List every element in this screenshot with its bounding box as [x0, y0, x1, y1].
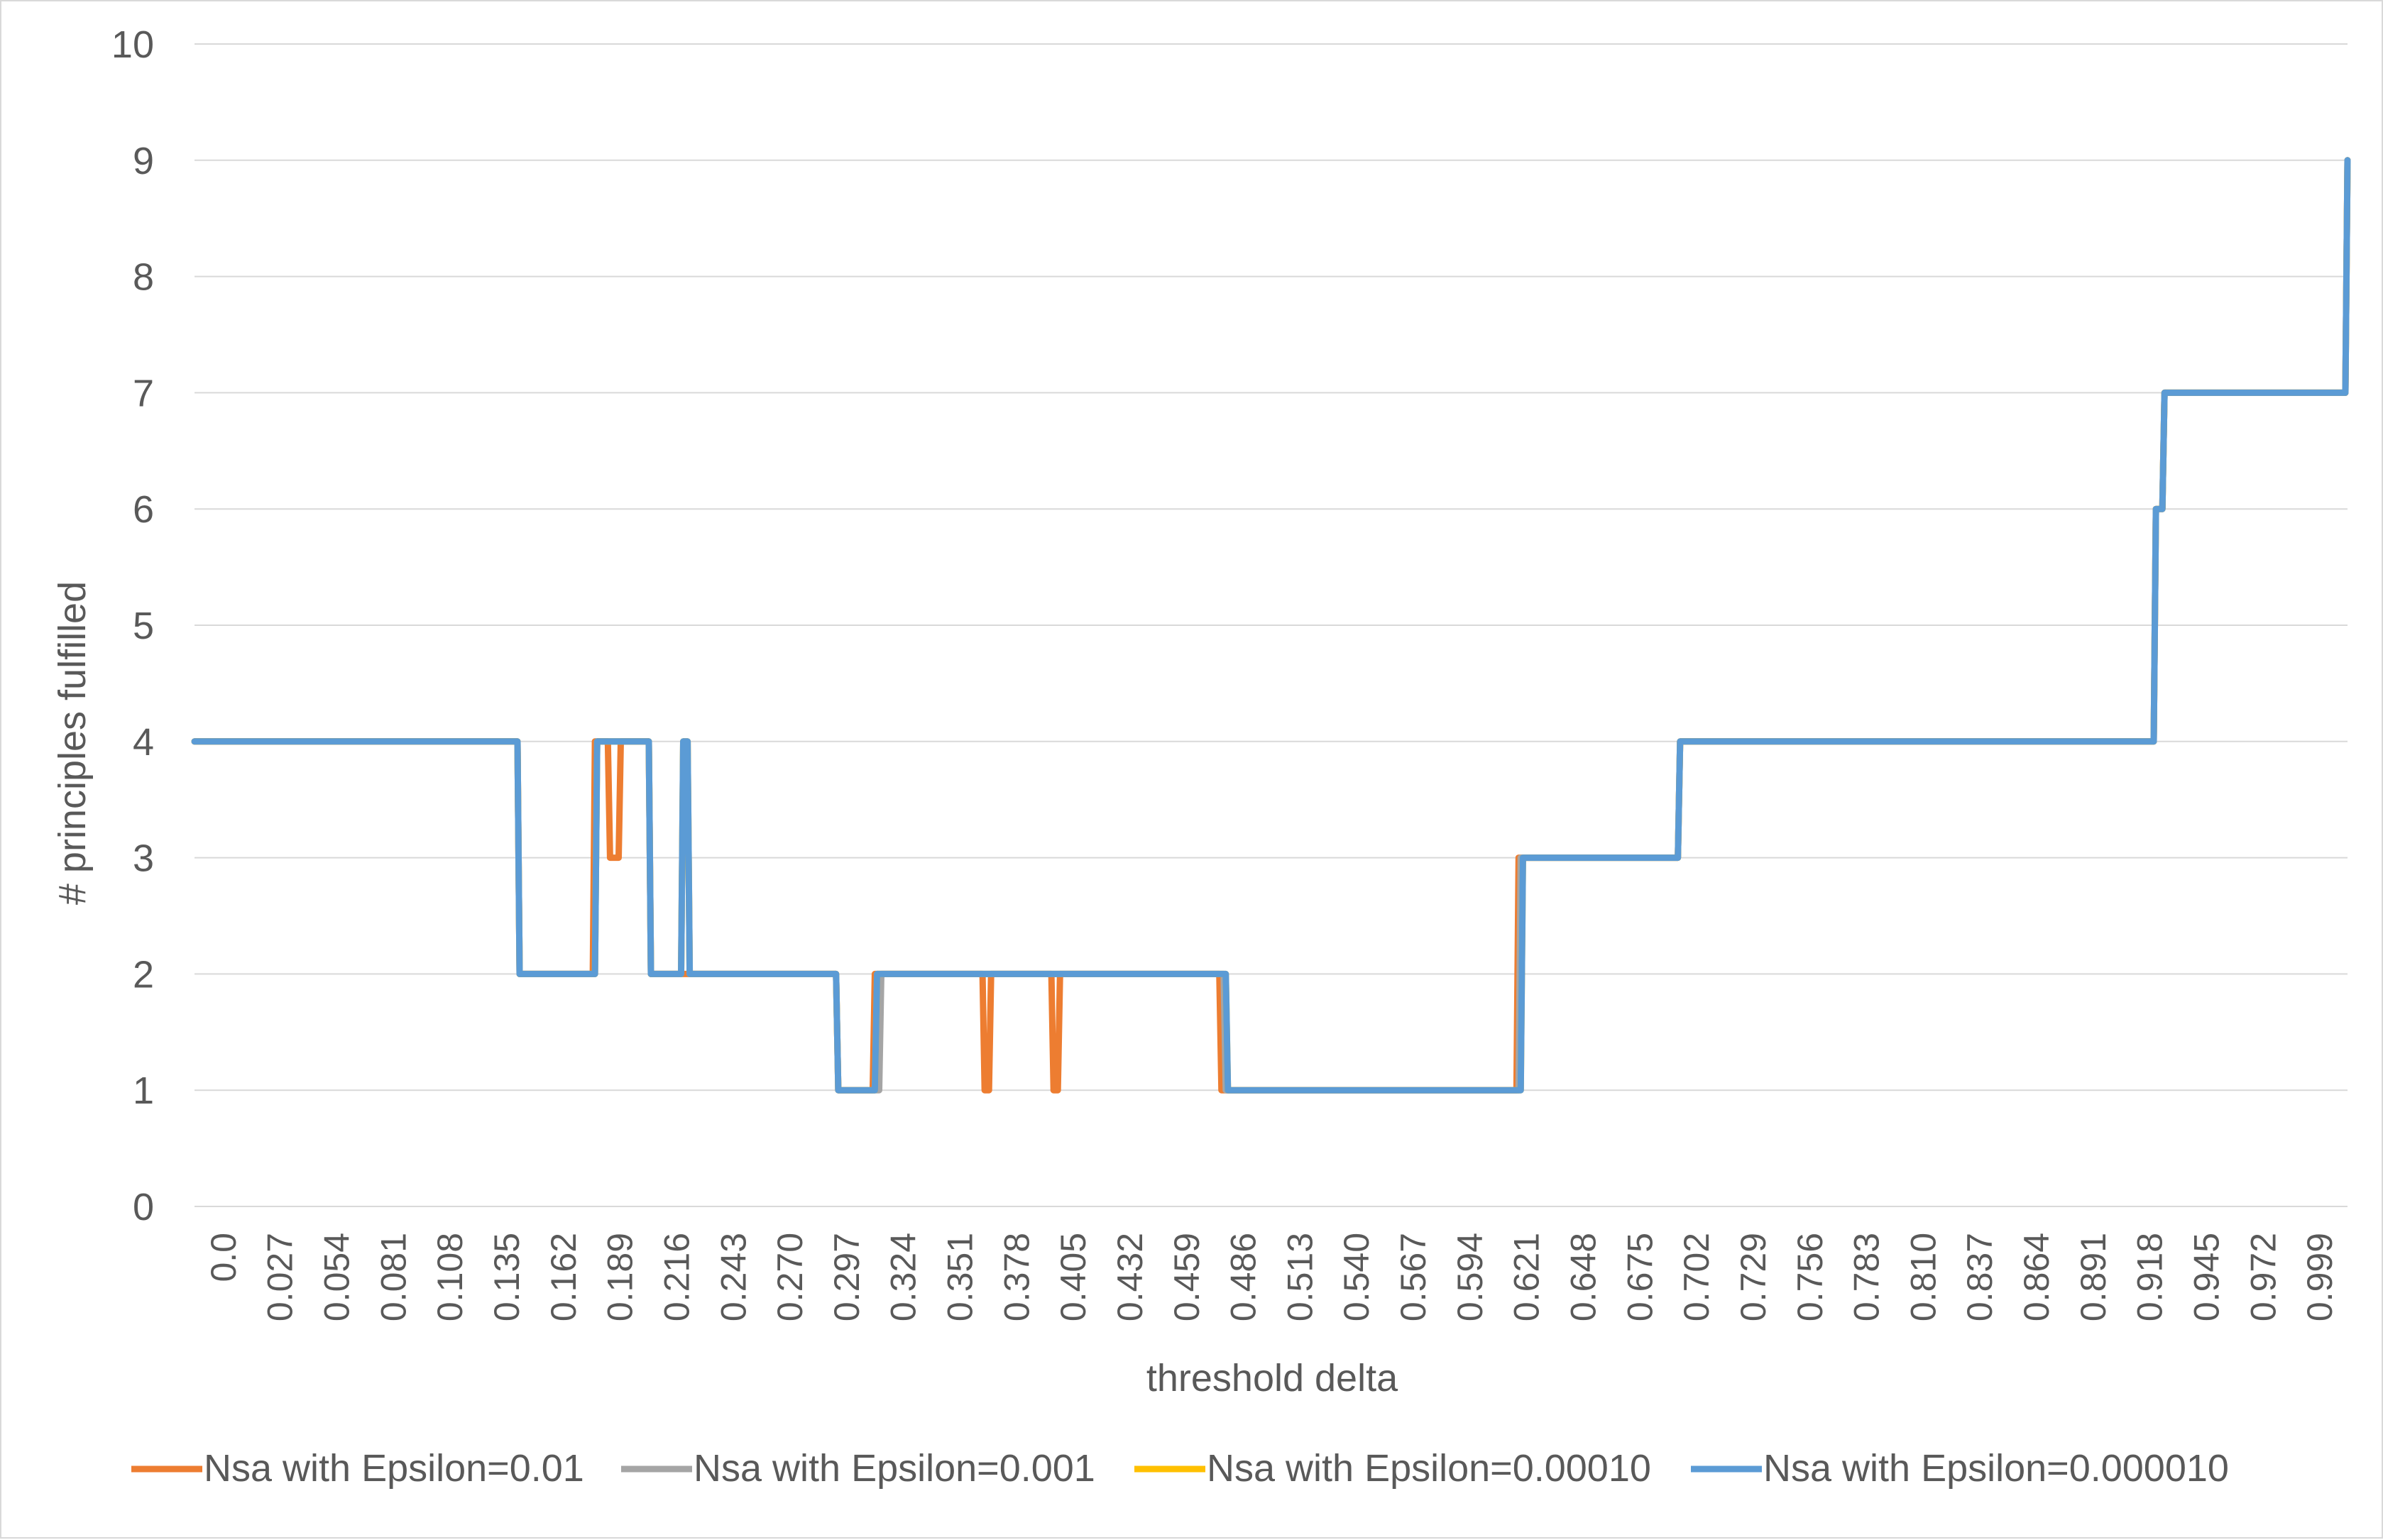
x-tick-label: 0.324: [884, 1233, 924, 1321]
x-tick-label: 0.756: [1790, 1233, 1830, 1321]
series-lines: [191, 157, 2351, 1094]
x-tick-label: 0.864: [2017, 1233, 2056, 1321]
legend-label: Nsa with Epsilon=0.000010: [1763, 1447, 2229, 1490]
x-tick-label: 0.027: [261, 1233, 300, 1321]
y-axis-title: # principles fulfilled: [51, 581, 94, 905]
x-tick-label: 0.189: [601, 1233, 640, 1321]
y-tick-label: 10: [111, 23, 154, 66]
x-tick-label: 0.972: [2243, 1233, 2283, 1321]
legend-item: Nsa with Epsilon=0.01: [131, 1447, 584, 1490]
y-tick-label: 2: [133, 953, 154, 996]
x-tick-label: 0.459: [1167, 1233, 1207, 1321]
y-tick-label: 4: [133, 721, 154, 764]
legend-label: Nsa with Epsilon=0.001: [694, 1447, 1095, 1490]
x-tick-label: 0.648: [1563, 1233, 1603, 1321]
x-tick-label: 0.918: [2130, 1233, 2170, 1321]
x-tick-label: 0.594: [1450, 1233, 1490, 1321]
legend-item: Nsa with Epsilon=0.00010: [1134, 1447, 1651, 1490]
legend: Nsa with Epsilon=0.01 Nsa with Epsilon=0.…: [131, 1447, 2229, 1490]
x-tick-label: 0.135: [487, 1233, 527, 1321]
y-tick-label: 5: [133, 605, 154, 647]
x-tick-label: 0.216: [657, 1233, 696, 1321]
x-tick-label: 0.351: [941, 1233, 980, 1321]
y-tick-label: 9: [133, 140, 154, 182]
x-tick-label: 0.0: [204, 1233, 243, 1282]
x-tick-label: 0.378: [997, 1233, 1036, 1321]
y-tick-label: 0: [133, 1186, 154, 1228]
x-tick-label: 0.243: [713, 1233, 753, 1321]
x-tick-label: 0.081: [373, 1233, 413, 1321]
x-tick-label: 0.837: [1960, 1233, 2000, 1321]
x-axis-title: threshold delta: [1146, 1357, 1398, 1399]
x-tick-label: 0.513: [1280, 1233, 1320, 1321]
x-tick-label: 0.486: [1224, 1233, 1264, 1321]
legend-label: Nsa with Epsilon=0.01: [204, 1447, 584, 1490]
series-line-4: [191, 157, 2351, 1094]
x-tick-label: 0.999: [2300, 1233, 2340, 1321]
legend-item: Nsa with Epsilon=0.000010: [1691, 1447, 2229, 1490]
x-axis-ticks: 0.0 0.027 0.054 0.081 0.108 0.135 0.162 0.189 0.…: [204, 1233, 2340, 1321]
y-tick-label: 3: [133, 837, 154, 880]
legend-label: Nsa with Epsilon=0.00010: [1207, 1447, 1651, 1490]
x-tick-label: 0.270: [770, 1233, 810, 1321]
x-tick-label: 0.729: [1733, 1233, 1773, 1321]
y-tick-label: 8: [133, 256, 154, 299]
x-tick-label: 0.783: [1847, 1233, 1887, 1321]
x-tick-label: 0.054: [317, 1233, 357, 1321]
x-tick-label: 0.675: [1620, 1233, 1660, 1321]
x-tick-label: 0.567: [1393, 1233, 1433, 1321]
x-tick-label: 0.297: [827, 1233, 867, 1321]
x-tick-label: 0.432: [1110, 1233, 1150, 1321]
x-tick-label: 0.405: [1053, 1233, 1093, 1321]
x-tick-label: 0.621: [1507, 1233, 1547, 1321]
legend-item: Nsa with Epsilon=0.001: [621, 1447, 1095, 1490]
y-tick-label: 1: [133, 1069, 154, 1112]
x-tick-label: 0.945: [2186, 1233, 2226, 1321]
x-tick-label: 0.162: [544, 1233, 584, 1321]
gridlines: [195, 43, 2348, 1207]
x-tick-label: 0.891: [2074, 1233, 2113, 1321]
y-tick-label: 7: [133, 372, 154, 414]
x-tick-label: 0.702: [1677, 1233, 1716, 1321]
y-axis-ticks: 0 1 2 3 4 5 6 7 8 9 10: [111, 23, 154, 1228]
x-tick-label: 0.108: [430, 1233, 470, 1321]
y-tick-label: 6: [133, 488, 154, 531]
x-tick-label: 0.540: [1337, 1233, 1376, 1321]
x-tick-label: 0.810: [1903, 1233, 1943, 1321]
